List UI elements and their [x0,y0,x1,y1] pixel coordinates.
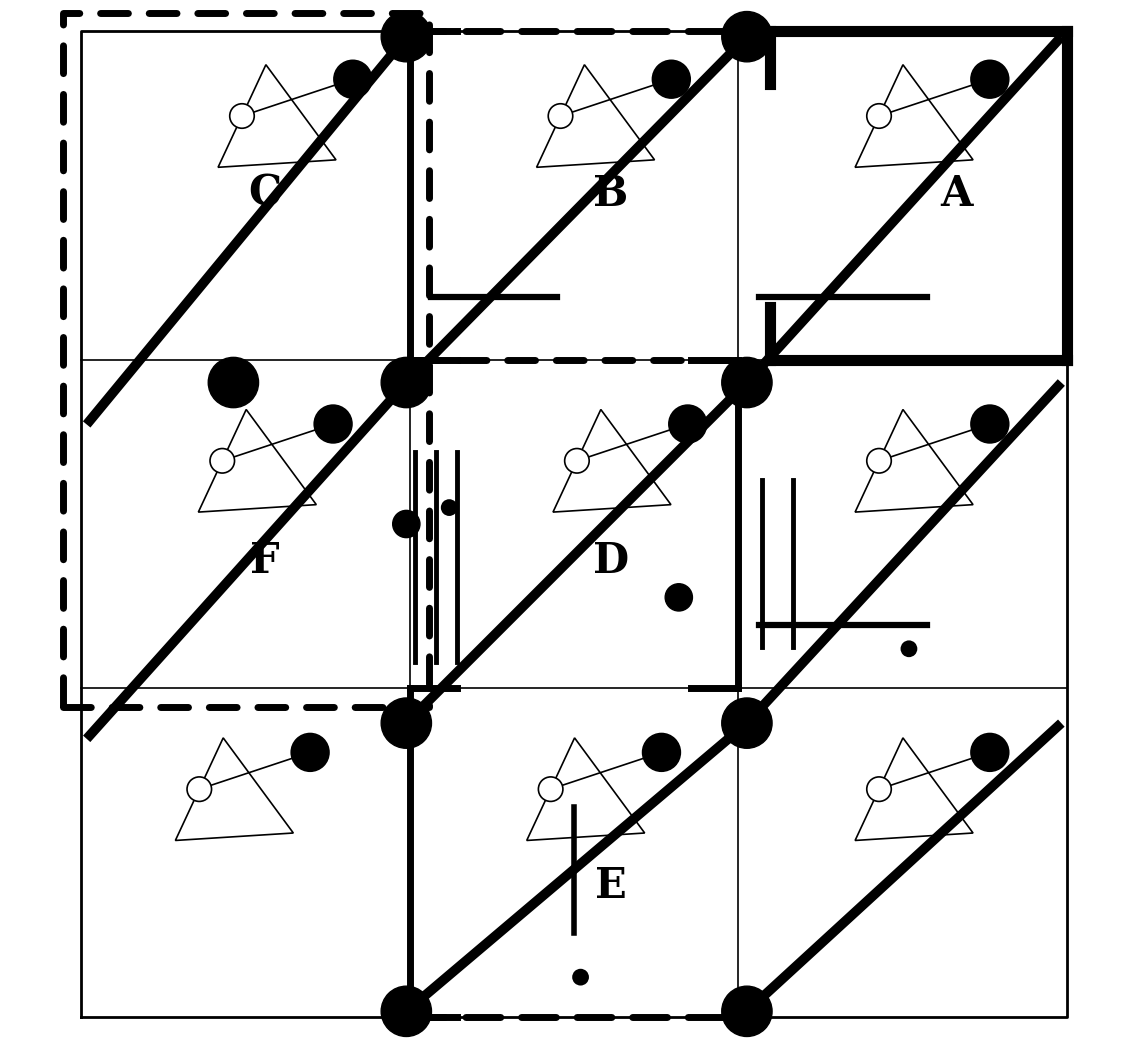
Circle shape [334,61,372,99]
Circle shape [722,986,773,1036]
Circle shape [538,777,563,802]
Circle shape [722,698,773,748]
Text: B: B [594,173,628,215]
Circle shape [669,406,707,443]
Circle shape [867,104,891,128]
Circle shape [971,406,1009,443]
Circle shape [315,406,352,443]
Circle shape [381,357,432,408]
Circle shape [652,61,690,99]
Circle shape [381,986,432,1036]
Circle shape [722,357,773,408]
Circle shape [208,357,258,408]
Circle shape [665,584,692,611]
Circle shape [643,734,681,771]
Circle shape [292,734,329,771]
Text: A: A [940,173,972,215]
Circle shape [187,777,211,802]
Circle shape [230,104,254,128]
Circle shape [971,734,1009,771]
Circle shape [722,12,773,62]
Circle shape [565,449,589,473]
Circle shape [393,510,420,538]
Circle shape [867,777,891,802]
Circle shape [549,104,573,128]
Circle shape [441,499,458,516]
Circle shape [381,698,432,748]
Circle shape [971,61,1009,99]
Text: C: C [248,173,281,215]
Circle shape [572,968,589,985]
Text: D: D [592,540,629,582]
Text: F: F [250,540,280,582]
Circle shape [210,449,234,473]
Text: E: E [595,865,627,907]
Circle shape [381,12,432,62]
Circle shape [900,640,917,657]
Circle shape [867,449,891,473]
